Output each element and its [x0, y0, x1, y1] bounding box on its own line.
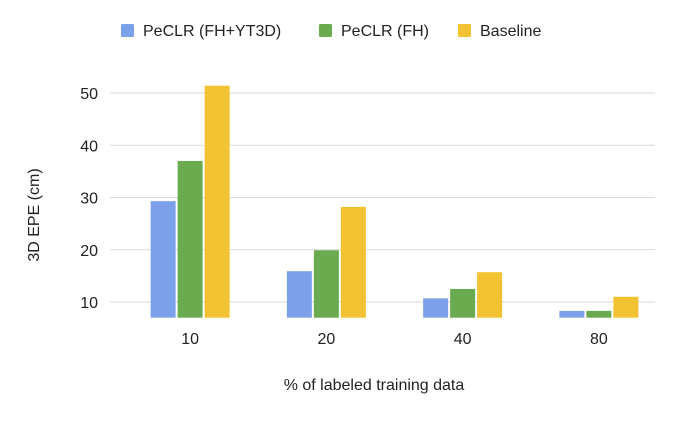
bar [286, 271, 312, 318]
legend-label: Baseline [480, 23, 541, 40]
legend-label: PeCLR (FH+YT3D) [143, 23, 281, 40]
legend: PeCLR (FH+YT3D) PeCLR (FH) Baseline [121, 23, 541, 40]
legend-label: PeCLR (FH) [341, 23, 429, 40]
x-axis-label: % of labeled training data [284, 377, 465, 394]
y-axis-ticks: 10 20 30 40 50 [80, 86, 98, 312]
bar [177, 160, 203, 318]
bar [613, 296, 639, 318]
x-tick-label: 40 [454, 331, 472, 348]
bar [586, 310, 612, 318]
bar [150, 201, 176, 318]
y-tick-label: 30 [80, 191, 98, 208]
y-tick-label: 40 [80, 138, 98, 155]
bar [477, 272, 503, 318]
bars [150, 85, 639, 318]
y-tick-label: 10 [80, 295, 98, 312]
legend-swatch [319, 24, 332, 37]
legend-swatch [121, 24, 134, 37]
y-axis-label: 3D EPE (cm) [26, 168, 43, 261]
bar [313, 250, 339, 318]
y-tick-label: 20 [80, 243, 98, 260]
x-tick-label: 20 [317, 331, 335, 348]
x-tick-label: 10 [181, 331, 199, 348]
y-tick-label: 50 [80, 86, 98, 103]
bar [204, 85, 230, 318]
bar [340, 206, 366, 318]
bar [450, 288, 476, 318]
bar [559, 310, 585, 318]
legend-swatch [458, 24, 471, 37]
bar [423, 298, 449, 318]
x-axis-ticks: 10 20 40 80 [181, 331, 608, 348]
x-tick-label: 80 [590, 331, 608, 348]
